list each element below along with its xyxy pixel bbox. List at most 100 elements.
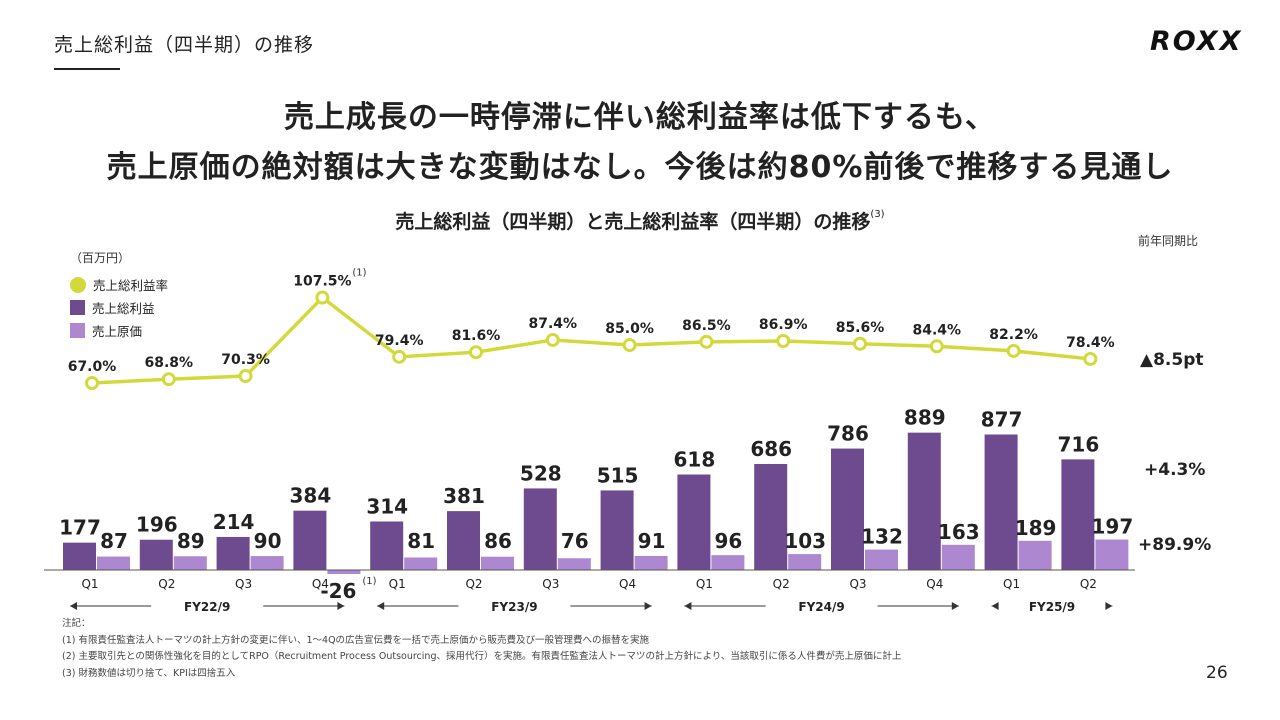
gross-profit-value-label: 618 — [674, 448, 716, 472]
cost-bar — [404, 557, 438, 570]
fiscal-year-label: FY23/9 — [491, 600, 537, 614]
margin-value-label: 86.9% — [759, 317, 808, 333]
cost-value-label: 76 — [561, 529, 589, 553]
legend-item-gross-profit: 売上総利益 — [70, 296, 168, 319]
footnotes-title: 注記： — [62, 618, 91, 629]
cost-annotation: (1) — [362, 576, 376, 587]
x-tick-label: Q4 — [926, 577, 943, 591]
cost-value-label: 86 — [484, 529, 512, 553]
x-tick-label: Q2 — [1080, 577, 1097, 591]
margin-value-label: 107.5% — [293, 274, 351, 290]
cost-value-label: 87 — [100, 529, 128, 553]
gross-profit-value-label: 877 — [981, 408, 1023, 432]
gross-profit-bar — [754, 464, 788, 570]
legend-swatch-gross-profit — [70, 300, 85, 315]
yoy-gross-profit: +4.3% — [1144, 460, 1206, 480]
gross-profit-bar — [984, 434, 1018, 570]
cost-value-label: 81 — [407, 529, 435, 553]
unit-label: （百万円） — [70, 251, 131, 265]
gross-profit-bar — [139, 539, 173, 570]
x-tick-label: Q1 — [1003, 577, 1020, 591]
yoy-cost: +89.9% — [1138, 535, 1212, 555]
fiscal-year-arrow-right — [644, 602, 652, 610]
x-tick-label: Q4 — [619, 577, 636, 591]
margin-point — [315, 290, 330, 305]
gross-profit-bar — [523, 488, 557, 570]
legend-label-margin: 売上総利益率 — [93, 278, 169, 293]
margin-line — [91, 295, 1091, 385]
cost-bar — [1095, 539, 1129, 570]
section-title-underline — [54, 68, 120, 70]
x-tick-label: Q1 — [696, 577, 713, 591]
cost-bar — [250, 556, 284, 570]
gross-profit-bar — [600, 490, 634, 570]
cost-bar — [173, 556, 207, 570]
cost-bar — [788, 554, 822, 570]
yoy-header: 前年同期比 — [1138, 234, 1199, 248]
fiscal-year-arrow-right — [1105, 602, 1113, 610]
gross-profit-value-label: 528 — [520, 461, 562, 485]
footnotes: 注記： (1) 有限責任監査法人トーマツの計上方針の変更に伴い、1〜4Qの広告宣… — [62, 616, 901, 682]
gross-profit-value-label: 384 — [290, 484, 332, 508]
margin-point — [392, 349, 407, 364]
margin-value-label: 85.0% — [605, 321, 654, 337]
fiscal-year-arrow-right — [337, 602, 345, 610]
footnote-3: (3) 財務数値は切り捨て、KPIは四捨五入 — [62, 667, 236, 679]
cost-value-label: 91 — [638, 529, 666, 553]
margin-value-label: 70.3% — [221, 352, 270, 368]
margin-point — [853, 336, 867, 351]
cost-bar — [481, 556, 514, 570]
x-tick-label: Q3 — [235, 577, 252, 591]
legend-label-cost: 売上原価 — [92, 324, 143, 339]
headline-line-2: 売上原価の絶対額は大きな変動はなし。今後は約80%前後で推移する見通し — [106, 150, 1174, 185]
cost-bar — [557, 558, 591, 570]
gross-profit-value-label: 786 — [827, 422, 869, 446]
margin-point — [161, 372, 176, 387]
margin-value-label: 86.5% — [682, 318, 731, 334]
margin-point — [622, 338, 637, 353]
margin-value-label: 78.4% — [1066, 335, 1115, 351]
cost-value-label: 90 — [254, 529, 282, 553]
cost-value-label: 197 — [1092, 515, 1134, 539]
cost-bar — [941, 544, 975, 570]
chart-legend: 売上総利益率 売上総利益 売上原価 — [70, 273, 168, 342]
cost-value-label: 96 — [714, 529, 742, 553]
margin-value-label: 81.6% — [452, 328, 501, 344]
x-tick-label: Q1 — [81, 577, 98, 591]
cost-value-label: -26 — [320, 579, 356, 603]
page-number: 26 — [1206, 663, 1228, 683]
gross-profit-bar — [216, 536, 250, 570]
gross-profit-bar — [677, 474, 711, 570]
fiscal-year-arrow-left — [684, 602, 692, 610]
cost-value-label: 132 — [861, 525, 903, 549]
cost-value-label: 189 — [1015, 516, 1057, 540]
cost-value-label: 89 — [177, 529, 205, 553]
cost-bar — [865, 549, 898, 570]
legend-item-margin: 売上総利益率 — [70, 273, 168, 296]
x-tick-label: Q3 — [849, 577, 866, 591]
cost-bar — [97, 556, 130, 570]
margin-value-label: 67.0% — [68, 359, 117, 375]
margin-point — [929, 339, 944, 354]
legend-label-gross-profit: 売上総利益 — [92, 301, 155, 316]
gross-profit-bar — [447, 511, 480, 570]
margin-point — [238, 369, 253, 384]
fiscal-year-label: FY24/9 — [798, 600, 844, 614]
cost-bar — [711, 555, 745, 570]
legend-swatch-margin — [70, 276, 86, 293]
margin-point — [1006, 343, 1021, 358]
cost-bar — [1018, 540, 1052, 570]
gross-profit-value-label: 515 — [597, 463, 639, 487]
yoy-margin: ▲8.5pt — [1140, 350, 1204, 370]
x-tick-label: Q2 — [158, 577, 175, 591]
chart-title-note: (3) — [870, 208, 885, 220]
margin-value-label: 85.6% — [836, 320, 885, 336]
x-tick-label: Q4 — [312, 577, 329, 591]
margin-point — [85, 376, 99, 390]
gross-profit-value-label: 177 — [59, 516, 101, 540]
cost-value-label: 103 — [784, 529, 826, 553]
legend-item-cost: 売上原価 — [70, 319, 168, 342]
gross-profit-bar — [907, 432, 941, 570]
margin-point — [545, 332, 560, 347]
